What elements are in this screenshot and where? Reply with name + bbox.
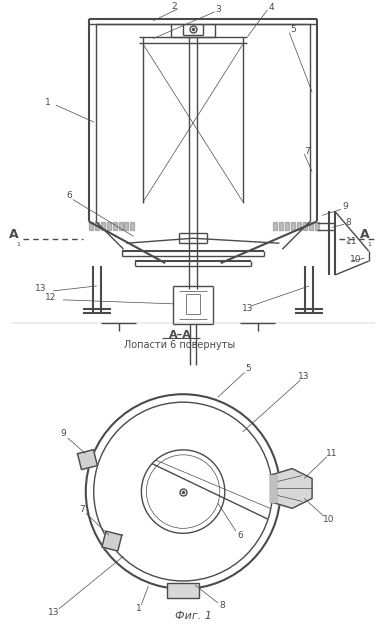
Text: 7: 7 [304,147,310,156]
Text: 10: 10 [323,515,335,524]
Text: 8: 8 [345,218,351,227]
Text: 1: 1 [135,604,141,613]
Text: 3: 3 [215,5,221,14]
Text: 5: 5 [290,25,296,34]
Polygon shape [273,468,312,508]
Text: 9: 9 [342,202,348,211]
Text: ₁: ₁ [16,238,20,248]
Polygon shape [270,474,276,502]
Text: А: А [8,228,18,241]
Text: 13: 13 [298,372,310,381]
Text: 12: 12 [45,293,57,302]
Polygon shape [102,531,122,551]
Text: 13: 13 [36,284,47,293]
Text: 5: 5 [246,364,251,373]
Polygon shape [78,450,97,470]
Text: 4: 4 [269,3,274,12]
Bar [167,583,199,598]
Text: Лопасти 6 повернуты: Лопасти 6 повернуты [124,340,236,349]
Text: 9: 9 [61,429,66,438]
Text: 1: 1 [45,98,51,107]
Text: 6: 6 [66,191,72,200]
Text: 2: 2 [171,3,177,12]
Text: 7: 7 [79,505,85,514]
Text: 13: 13 [242,304,253,314]
Text: 10: 10 [350,255,362,264]
Text: ₁: ₁ [368,238,372,248]
Text: Фиг. 1: Фиг. 1 [174,611,212,621]
Text: 11: 11 [346,237,357,246]
Text: 13: 13 [48,608,60,618]
Text: А: А [360,228,369,241]
Text: 8: 8 [219,602,225,611]
Text: 11: 11 [326,449,338,458]
Text: А–А: А–А [169,330,191,340]
Text: 6: 6 [237,531,243,540]
